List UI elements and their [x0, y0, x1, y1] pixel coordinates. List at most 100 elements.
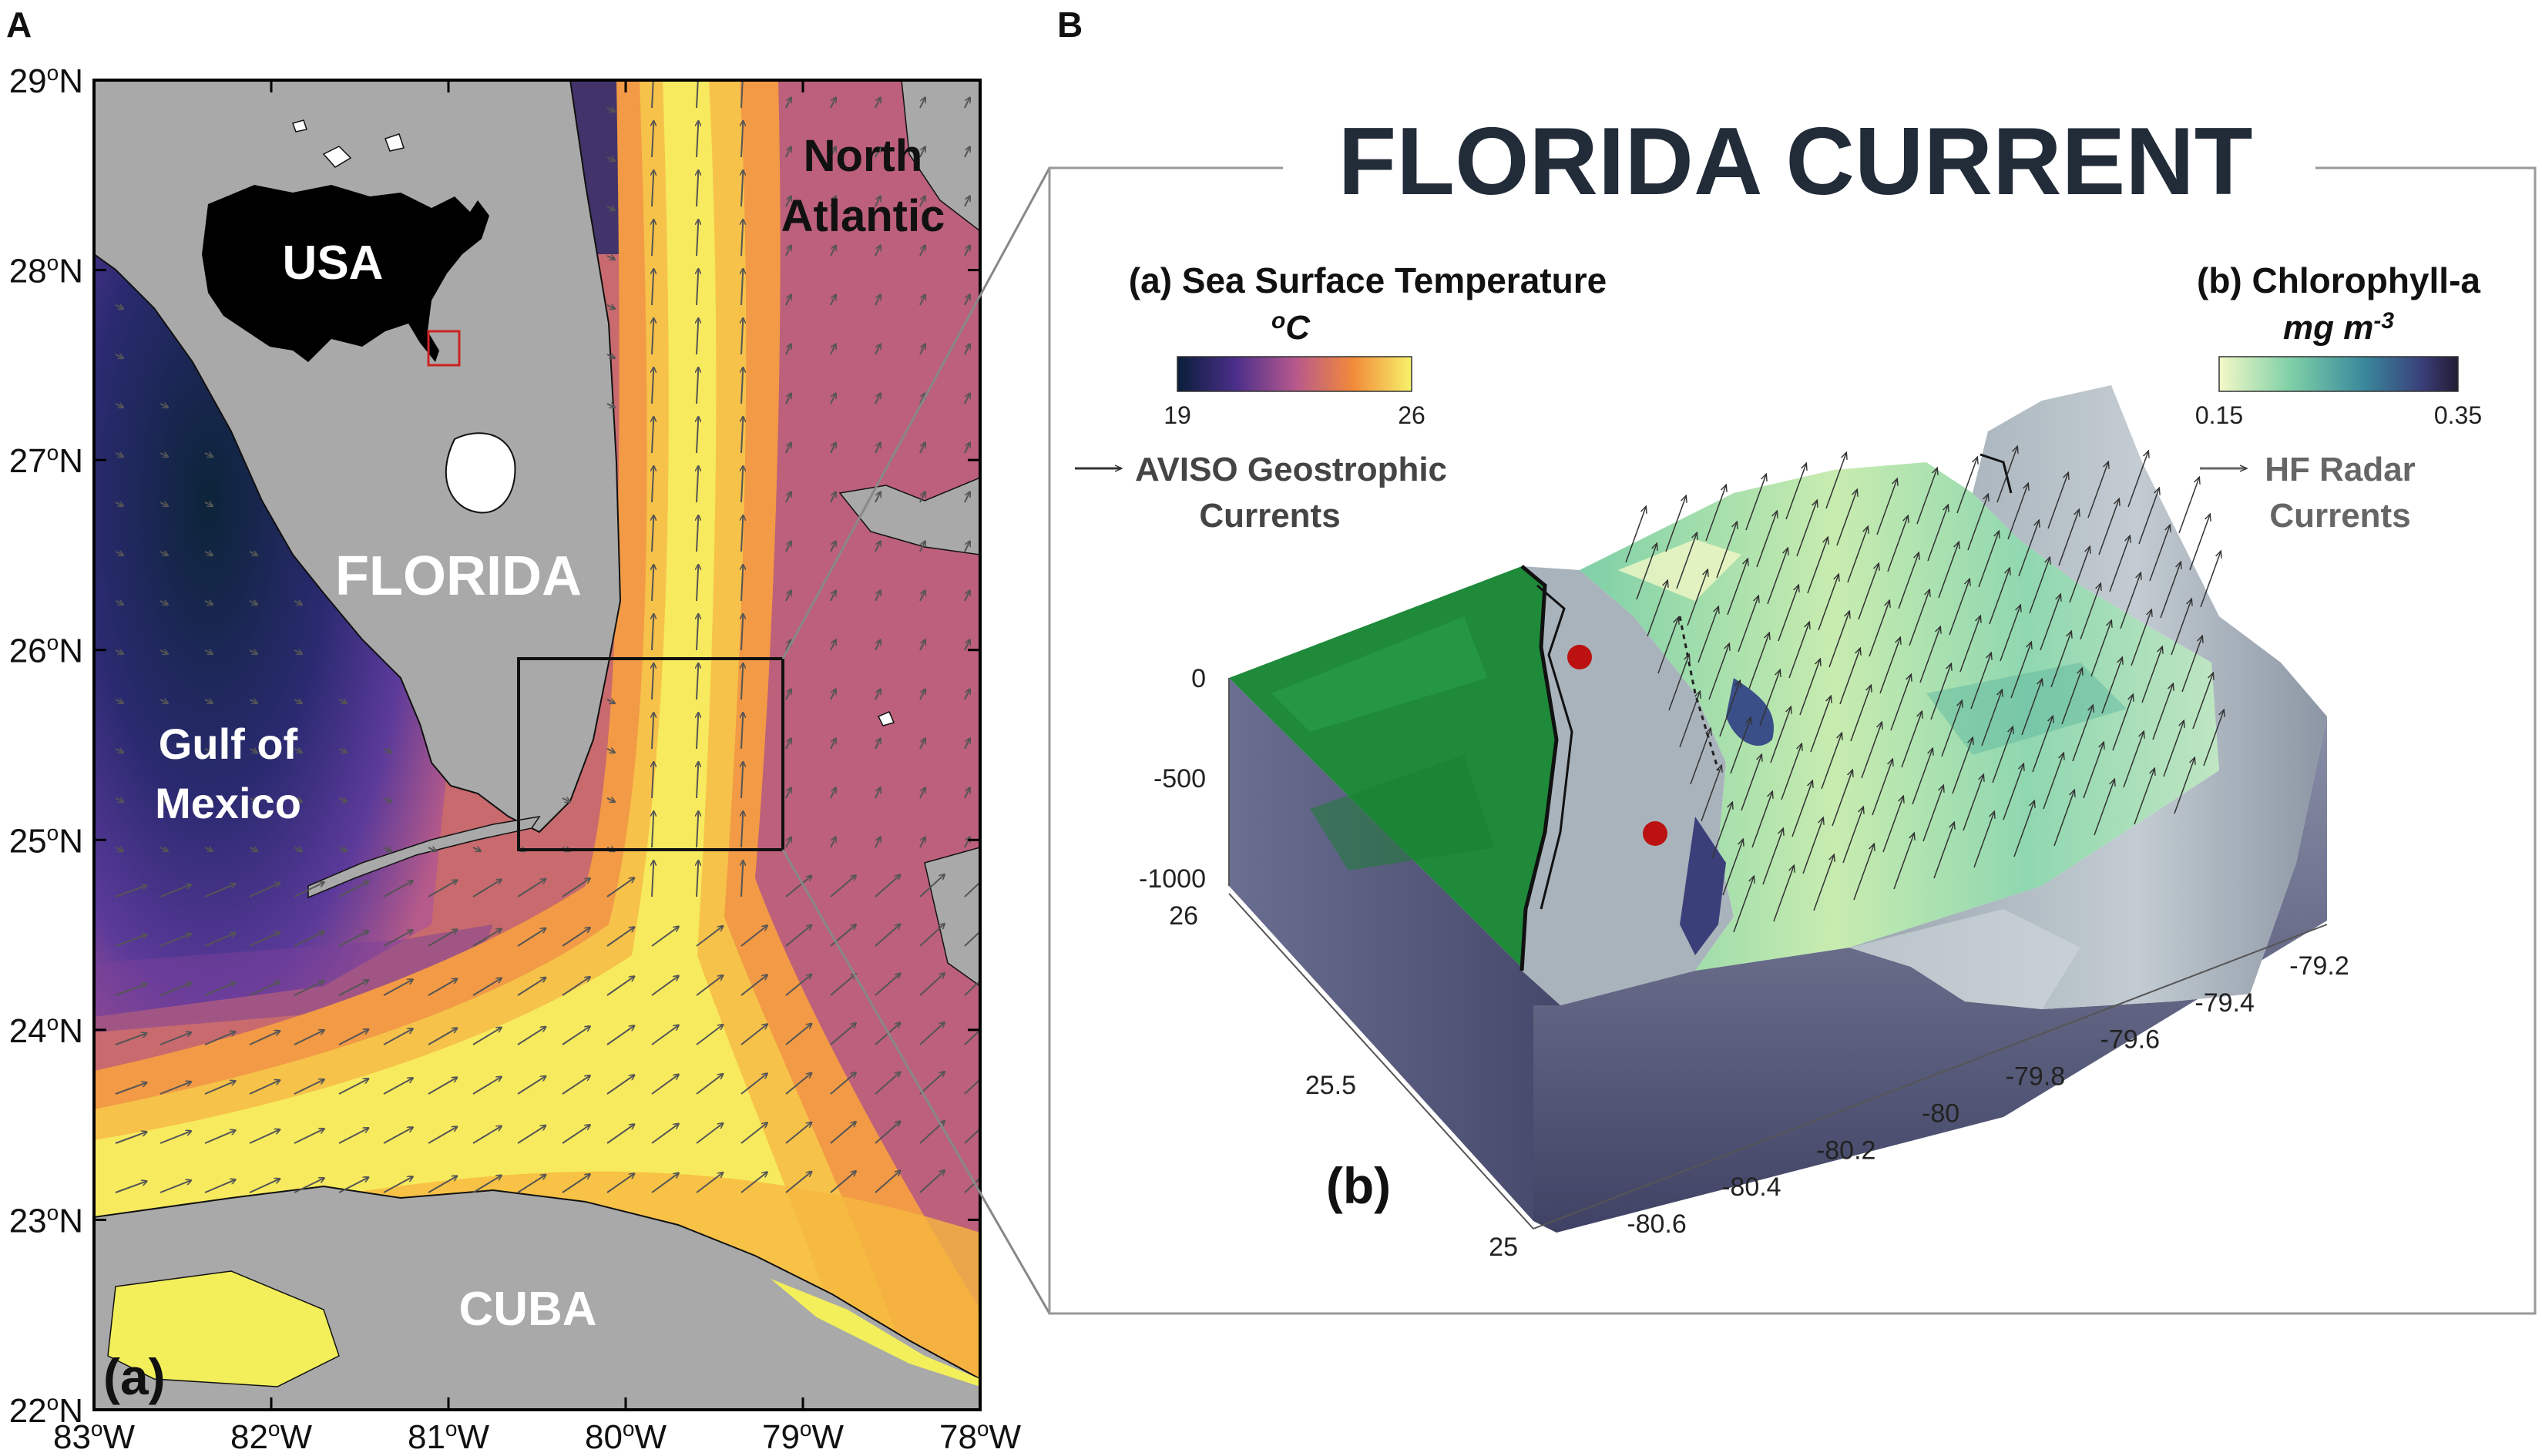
current-arrow	[651, 976, 678, 996]
current-arrow	[249, 798, 257, 801]
geostrophic-current-arrows	[115, 80, 980, 1193]
hf-radar-arrow	[2058, 510, 2079, 566]
sst-colorbar	[1177, 356, 1412, 392]
current-arrow	[919, 875, 944, 897]
hf-radar-arrow	[2200, 552, 2221, 608]
lon-tick-value: 78	[939, 1418, 977, 1456]
depth-tick-label: -1000	[1139, 864, 1206, 894]
hf-radar-arrow	[1745, 475, 1766, 531]
current-arrow	[741, 220, 743, 257]
current-arrow	[115, 749, 123, 752]
current-arrow	[651, 80, 654, 109]
current-arrow	[740, 926, 767, 947]
lat-tick-value: 25	[9, 822, 47, 860]
hf-radar-arrow	[1796, 501, 1817, 557]
hf-radar-arrow	[2018, 521, 2039, 577]
minus-three-superscript: -3	[2373, 308, 2394, 334]
current-arrow	[606, 404, 614, 407]
current-arrow	[204, 502, 212, 505]
hf-radar-arrow	[2101, 658, 2122, 714]
hf-radar-arrow	[2080, 584, 2100, 640]
current-arrow	[919, 542, 925, 552]
hf-radar-arrow	[2072, 706, 2093, 762]
station-dot-north	[1567, 645, 1592, 669]
current-arrow	[741, 565, 743, 602]
hf-radar-arrow	[1989, 569, 2010, 625]
lon-tick-degree: o	[623, 1417, 635, 1441]
lon-tick-hemisphere: W	[103, 1418, 136, 1456]
hf-radar-arrow	[2029, 558, 2050, 614]
current-arrow	[160, 699, 167, 703]
current-arrow	[294, 699, 301, 703]
current-arrow	[562, 1076, 589, 1095]
hf-radar-arrow	[1636, 544, 1657, 600]
current-arrow	[830, 246, 835, 257]
current-arrow	[830, 443, 835, 454]
lat-tick-value: 23	[9, 1202, 47, 1240]
lat-tick-degree: o	[47, 1200, 59, 1224]
current-arrow	[696, 80, 699, 109]
block-shelf	[1522, 566, 1734, 1005]
current-arrow	[741, 615, 743, 651]
hf-radar-arrow	[2098, 499, 2119, 555]
current-arrow	[606, 1174, 633, 1193]
hf-radar-arrow	[1722, 840, 1743, 896]
current-arrow	[204, 884, 235, 897]
hf-radar-arrow	[1788, 622, 1809, 679]
current-arrow	[606, 699, 614, 703]
current-arrow	[875, 542, 880, 552]
current-arrow	[249, 1179, 279, 1193]
current-arrow	[249, 1081, 279, 1095]
current-arrow	[875, 246, 880, 257]
current-arrow	[741, 319, 743, 355]
current-arrow	[606, 256, 614, 259]
current-arrow	[741, 418, 743, 454]
lat-tick-value: 28	[9, 253, 47, 290]
current-arrow	[875, 295, 880, 306]
current-arrow	[785, 837, 791, 848]
hf-radar-arrow	[1741, 755, 1761, 811]
current-arrow	[204, 453, 212, 456]
current-arrow	[875, 837, 880, 848]
current-arrow	[830, 1172, 855, 1193]
current-arrow	[115, 650, 123, 653]
current-arrow	[919, 147, 925, 158]
current-arrow	[785, 1024, 811, 1045]
current-arrow	[294, 601, 301, 604]
current-arrow	[964, 788, 969, 799]
lat-tick-label: 29oN	[9, 61, 83, 100]
lat-tick-hemisphere: N	[59, 822, 83, 860]
hf-radar-arrow	[1847, 527, 1868, 583]
lat-tick-hemisphere: N	[59, 632, 83, 670]
current-arrow	[160, 847, 167, 850]
current-arrow	[606, 1125, 633, 1144]
hf-radar-arrow	[2138, 488, 2159, 545]
current-arrow	[696, 1075, 722, 1095]
current-arrow	[249, 552, 257, 555]
current-arrow	[338, 1030, 368, 1045]
current-arrow	[652, 812, 653, 848]
current-arrow	[785, 98, 791, 109]
current-arrow	[964, 881, 980, 897]
lon-tick-value: 79	[762, 1418, 800, 1456]
current-arrow	[652, 516, 653, 552]
current-arrow	[830, 344, 835, 355]
hf-radar-arrow	[1901, 712, 1922, 768]
hf-radar-arrow	[1978, 532, 1999, 588]
lat-tick-value: 26	[9, 632, 47, 670]
current-arrow	[875, 1072, 900, 1095]
hf-radar-arrow	[1858, 564, 1879, 620]
current-arrow	[338, 1129, 368, 1144]
current-arrow	[338, 1079, 368, 1095]
hf-radar-arrow	[2069, 547, 2090, 603]
current-arrow	[741, 664, 743, 700]
current-arrow	[160, 984, 190, 996]
lon-tick-label: 80oW	[585, 1417, 667, 1456]
current-arrow	[294, 1179, 324, 1193]
current-arrow	[115, 354, 123, 357]
current-arrow	[875, 1122, 900, 1144]
hf-radar-arrow	[2000, 606, 2020, 662]
hf-radar-arrow	[2171, 599, 2191, 656]
current-arrow	[428, 1176, 456, 1193]
